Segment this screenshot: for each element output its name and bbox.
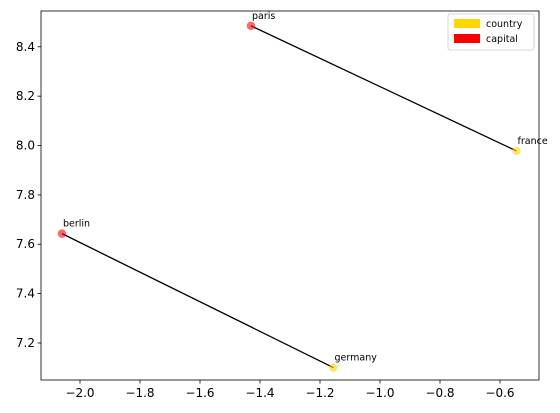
point-label-berlin: berlin bbox=[63, 219, 90, 230]
point-label-paris: paris bbox=[252, 11, 275, 22]
y-tick-label: 8.2 bbox=[16, 89, 35, 103]
y-axis: 7.2 7.4 7.6 7.8 8.0 8.2 8.4 bbox=[16, 40, 41, 350]
x-axis: −2.0 −1.8 −1.6 −1.4 −1.2 −1.0 −0.8 −0.6 bbox=[65, 380, 515, 400]
y-tick-label: 7.6 bbox=[16, 237, 35, 251]
y-tick-label: 7.8 bbox=[16, 188, 35, 202]
x-tick-label: −1.4 bbox=[245, 386, 274, 400]
x-tick-label: −1.0 bbox=[365, 386, 394, 400]
point-berlin bbox=[57, 229, 67, 238]
legend-label-country: country bbox=[486, 19, 523, 30]
y-tick-label: 8.4 bbox=[16, 40, 35, 54]
x-tick-label: −1.2 bbox=[305, 386, 334, 400]
y-tick-label: 7.2 bbox=[16, 336, 35, 350]
x-tick-label: −1.6 bbox=[185, 386, 214, 400]
point-france bbox=[512, 146, 521, 156]
plot-area bbox=[41, 11, 539, 380]
plot-frame bbox=[40, 10, 540, 381]
point-germany bbox=[329, 363, 338, 372]
x-tick-label: −0.8 bbox=[425, 386, 454, 400]
legend-swatch-country bbox=[454, 19, 480, 28]
x-tick-label: −2.0 bbox=[65, 386, 94, 400]
point-paris bbox=[246, 21, 256, 31]
point-label-france: france bbox=[518, 136, 548, 147]
point-labels: paris france berlin germany bbox=[63, 11, 548, 364]
point-label-germany: germany bbox=[335, 353, 378, 364]
x-tick-label: −0.6 bbox=[485, 386, 514, 400]
connection-line-berlin-germany bbox=[61, 233, 334, 369]
x-tick-label: −1.8 bbox=[125, 386, 154, 400]
data-points bbox=[57, 21, 521, 372]
connection-lines bbox=[61, 25, 517, 369]
legend-swatch-capital bbox=[454, 34, 480, 43]
y-tick-label: 8.0 bbox=[16, 139, 35, 153]
legend: country capital bbox=[447, 13, 535, 51]
connection-line-paris-france bbox=[250, 25, 517, 152]
legend-label-capital: capital bbox=[486, 34, 518, 45]
y-tick-label: 7.4 bbox=[16, 287, 35, 301]
